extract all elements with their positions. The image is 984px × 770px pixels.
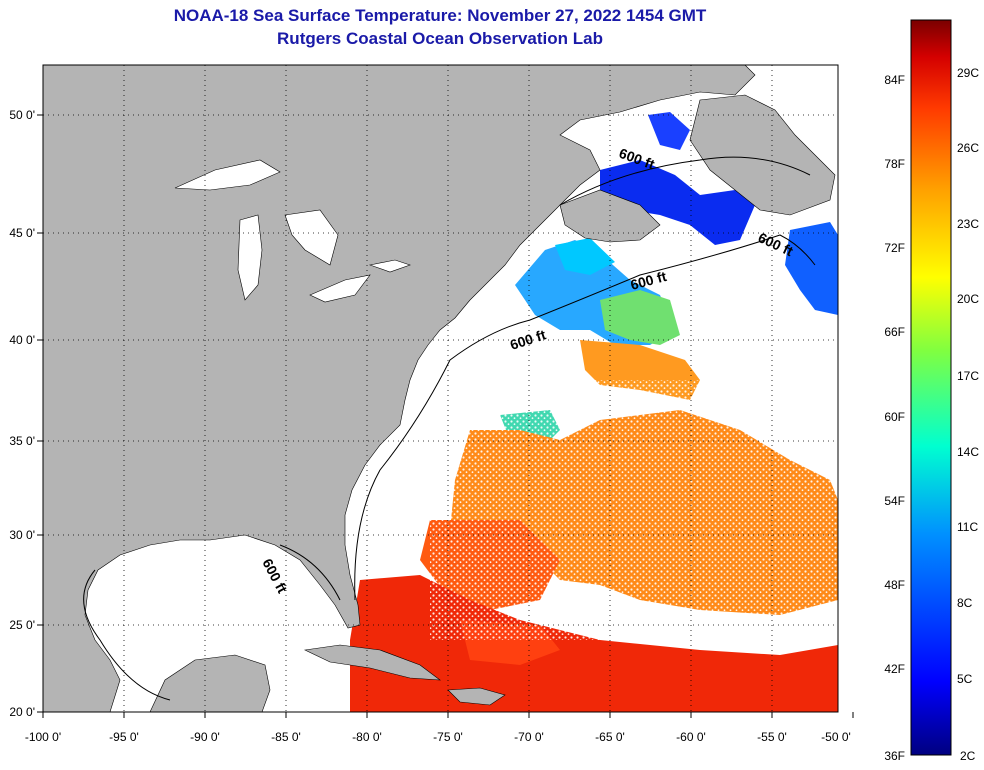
y-tick-label: 50 0' [9, 108, 35, 122]
x-tick-label: -90 0' [190, 730, 220, 744]
x-tick-label: -65 0' [595, 730, 625, 744]
colorbar-c-label: 14C [957, 445, 979, 459]
isobath-gulf [83, 544, 341, 701]
sst-labrador-patch [648, 112, 690, 150]
x-tick-label: -55 0' [757, 730, 787, 744]
lake-erie [309, 274, 371, 303]
y-tick-label: 40 0' [9, 333, 35, 347]
y-tick-label: 45 0' [9, 226, 35, 240]
lake-huron [284, 209, 339, 266]
sst-bay-of-fundy [555, 238, 615, 275]
sst-grand-banks [785, 222, 838, 315]
colorbar-f-label: 66F [884, 325, 905, 339]
cloud-cover [430, 380, 838, 640]
colorbar-c-label: 2C [960, 749, 976, 763]
colorbar-c-label: 8C [957, 596, 973, 610]
y-tick-label: 30 0' [9, 528, 35, 542]
hispaniola-land [447, 687, 506, 706]
isobath-atlantic [354, 234, 816, 601]
colorbar-f-label: 72F [884, 241, 905, 255]
colorbar-c-label: 23C [957, 217, 979, 231]
y-tick-label: 35 0' [9, 434, 35, 448]
colorbar-f-label: 54F [884, 494, 905, 508]
colorbar-c-label: 26C [957, 141, 979, 155]
nova-scotia-land [559, 189, 661, 243]
y-tick-label: 25 0' [9, 618, 35, 632]
colorbar-f-label: 48F [884, 578, 905, 592]
colorbar-c-label: 17C [957, 369, 979, 383]
sst-slope-water [600, 290, 680, 345]
cuba-land [303, 644, 441, 681]
x-tick-label: -75 0' [433, 730, 463, 744]
lake-michigan [237, 214, 263, 301]
frame-ticks [37, 114, 854, 718]
x-tick-label: -50 0' [821, 730, 851, 744]
x-tick-label: -85 0' [271, 730, 301, 744]
newfoundland-land [689, 94, 836, 216]
north-america-land [43, 65, 756, 712]
sst-gulf-st-lawrence [600, 160, 755, 245]
colorbar-c-label: 5C [957, 672, 973, 686]
colorbar-c-label: 11C [957, 520, 978, 534]
y-tick-label: 20 0' [9, 705, 35, 719]
colorbar-f-label: 60F [884, 410, 905, 424]
map-title: NOAA-18 Sea Surface Temperature: Novembe… [173, 6, 707, 25]
x-tick-label: -60 0' [676, 730, 706, 744]
map-frame [42, 64, 839, 713]
x-tick-label: -95 0' [109, 730, 139, 744]
isobath-north [559, 156, 811, 206]
x-tick-label: -100 0' [25, 730, 61, 744]
lake-ontario [368, 259, 411, 273]
lake-superior [174, 159, 281, 191]
colorbar-c-label: 29C [957, 66, 979, 80]
map-subtitle: Rutgers Coastal Ocean Observation Lab [277, 29, 603, 48]
x-tick-label: -70 0' [514, 730, 544, 744]
colorbar-f-label: 36F [884, 749, 905, 763]
x-tick-label: -80 0' [352, 730, 382, 744]
colorbar [910, 19, 952, 756]
colorbar-f-label: 78F [884, 157, 905, 171]
colorbar-f-label: 42F [884, 662, 905, 676]
colorbar-f-label: 84F [884, 73, 905, 87]
yucatan-land [149, 654, 271, 712]
colorbar-c-label: 20C [957, 292, 979, 306]
